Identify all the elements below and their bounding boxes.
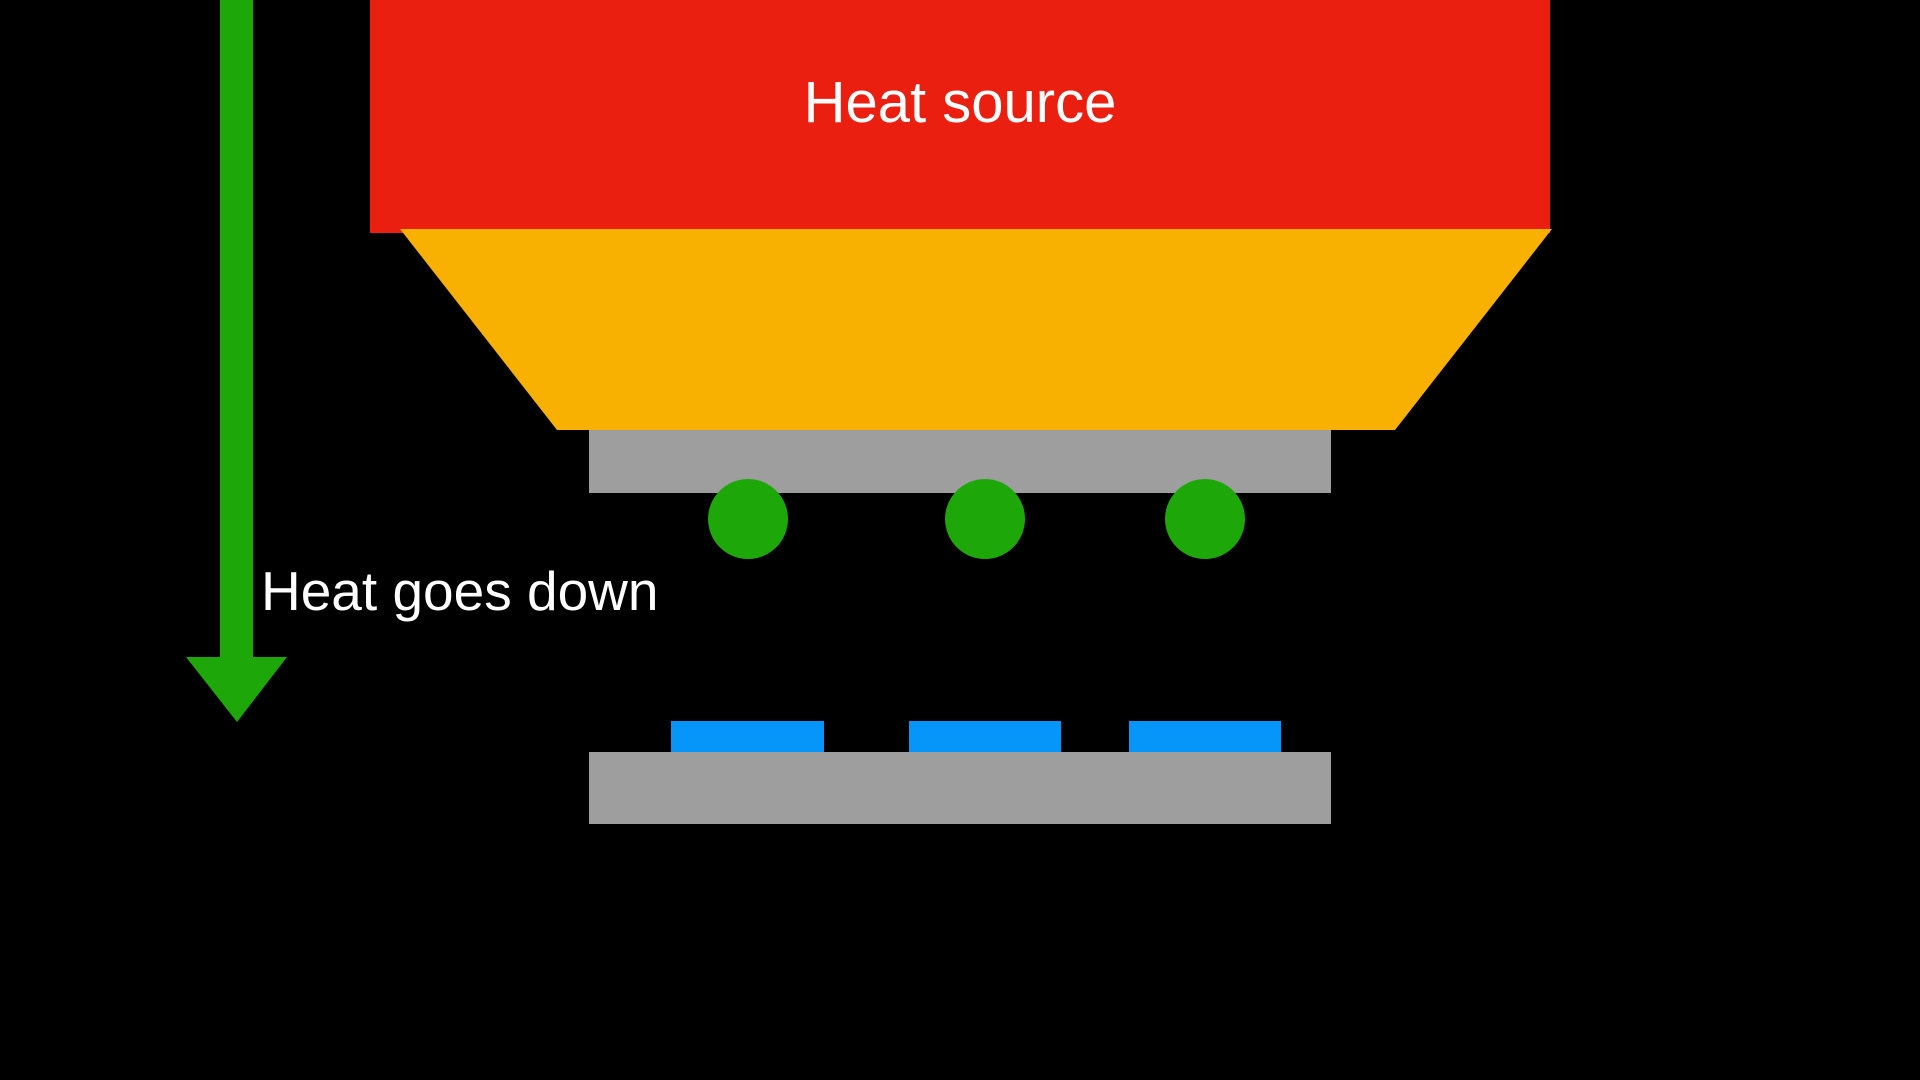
heat-spreader (400, 229, 1552, 430)
heat-arrow-shaft (220, 0, 253, 660)
heat-source-block (370, 0, 1550, 233)
pcb-pad (671, 721, 824, 753)
pcb-board (589, 752, 1331, 824)
solder-ball (945, 479, 1025, 559)
heat-source-label: Heat source (803, 70, 1117, 135)
solder-ball (1165, 479, 1245, 559)
heat-direction-label: Heat goes down (261, 560, 659, 622)
solder-ball (708, 479, 788, 559)
heat-arrow-head (186, 657, 287, 722)
pcb-pad (1129, 721, 1281, 753)
pcb-pad (909, 721, 1061, 753)
